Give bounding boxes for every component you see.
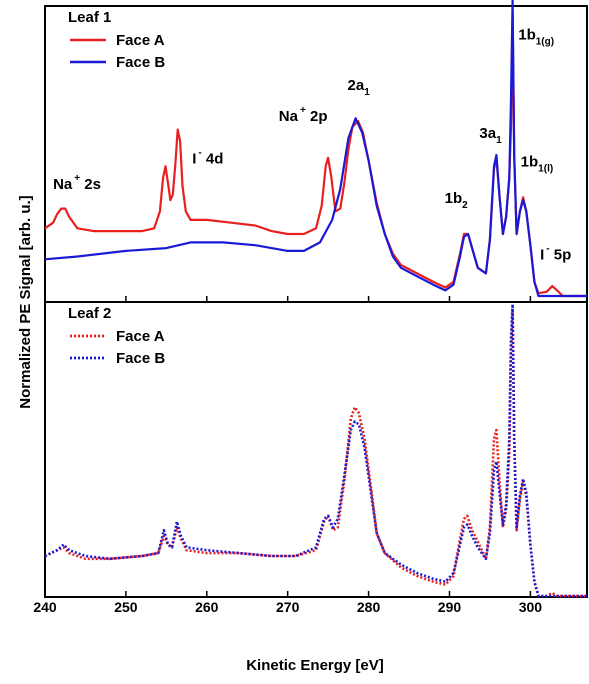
legend-label: Face A xyxy=(116,32,165,49)
peak-label: I- 5p xyxy=(540,243,571,263)
x-tick-label: 250 xyxy=(114,599,138,615)
legend-label: Face B xyxy=(116,54,165,71)
legend-label: Face A xyxy=(116,328,165,345)
peak-label: 3a1 xyxy=(479,125,502,146)
series-line-face-b xyxy=(44,303,587,598)
x-tick-label: 290 xyxy=(438,599,462,615)
x-tick-label: 300 xyxy=(519,599,543,615)
peak-label: Na + 2s xyxy=(53,173,101,193)
peak-label: 1b2 xyxy=(445,190,469,211)
peak-label: 1b1(l) xyxy=(521,153,554,174)
x-tick-label: 260 xyxy=(195,599,219,615)
panel-2: Leaf 2 Face A Face B xyxy=(44,301,588,598)
panel-1: Leaf 1 Face A Face B Na + 2s I - 4d Na + 2p 2a1 3a… xyxy=(44,0,588,303)
peak-label: 1b1(g) xyxy=(518,26,554,47)
legend-label: Face B xyxy=(116,350,165,367)
x-tick-label: 240 xyxy=(33,599,57,615)
x-tick-label: 270 xyxy=(276,599,300,615)
panel-frame xyxy=(44,301,588,598)
peak-label: 2a1 xyxy=(348,77,371,98)
panel-title: Leaf 1 xyxy=(68,9,111,26)
panel-frame xyxy=(44,5,588,303)
x-tick-label: 280 xyxy=(357,599,381,615)
panel-title: Leaf 2 xyxy=(68,305,111,322)
y-axis-title: Normalized PE Signal [arb. u.] xyxy=(17,195,34,408)
peak-label: Na + 2p xyxy=(279,105,328,125)
peak-label: I- 4d xyxy=(192,147,223,167)
series-line-face-b xyxy=(44,0,587,298)
x-axis-title: Kinetic Energy [eV] xyxy=(246,657,384,674)
